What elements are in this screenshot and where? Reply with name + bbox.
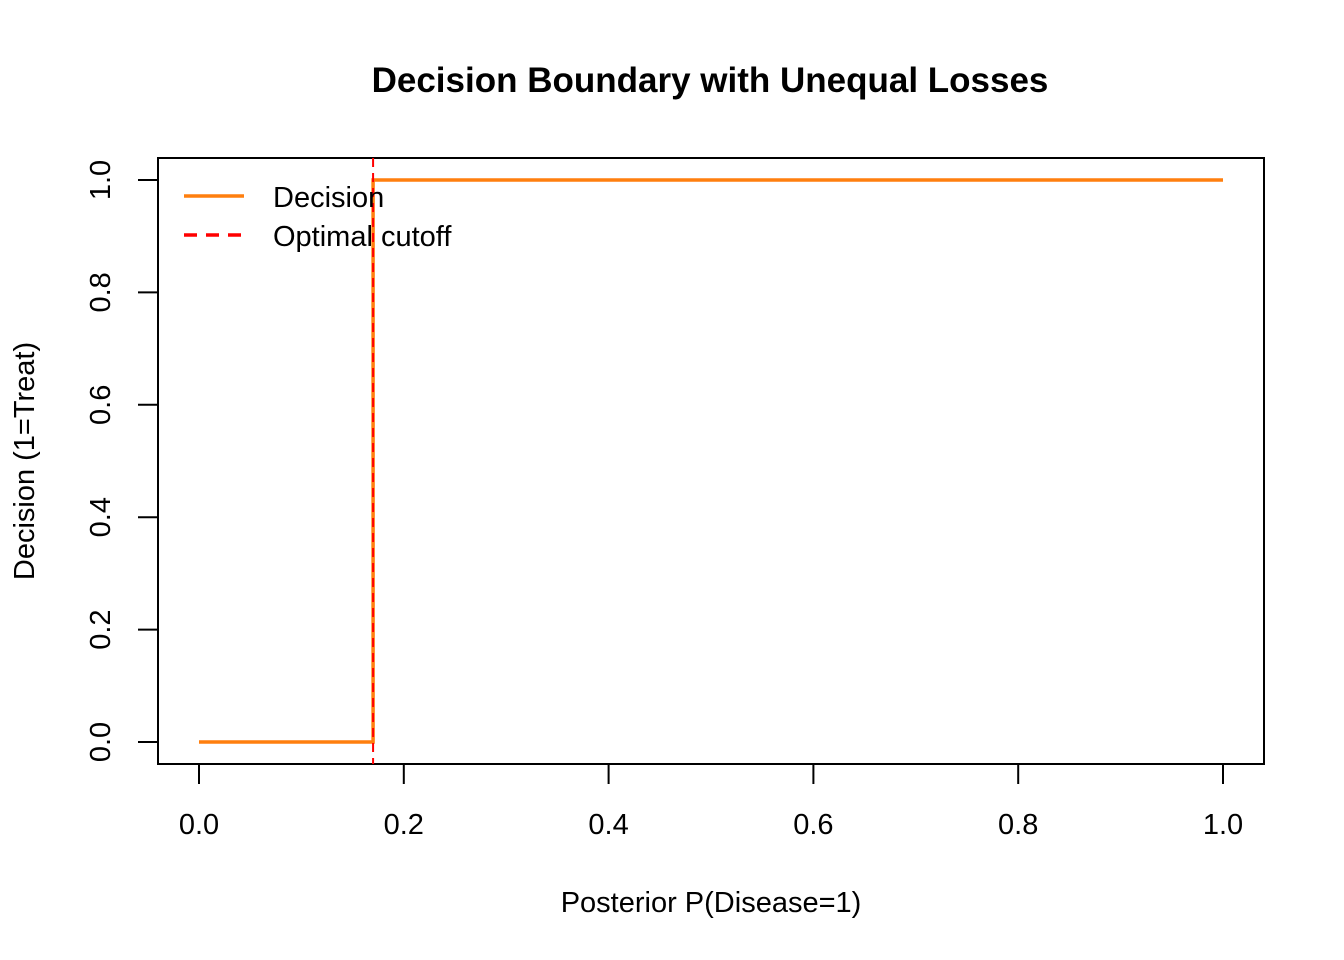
series-layer [199, 178, 1223, 744]
legend: Decision Optimal cutoff [184, 182, 452, 253]
x-tick-label: 0.6 [793, 809, 833, 841]
x-tick-label: 1.0 [1203, 809, 1243, 841]
x-axis-label: Posterior P(Disease=1) [561, 887, 862, 919]
x-tick-label: 0.8 [998, 809, 1038, 841]
series-line-decision [199, 178, 1223, 744]
y-tick-label: 0.8 [85, 272, 117, 312]
y-tick-label: 0.2 [85, 609, 117, 649]
y-tick-label: 1.0 [85, 160, 117, 200]
x-tick-label: 0.4 [588, 809, 628, 841]
legend-label-decision: Decision [273, 182, 384, 214]
x-axis: 0.0 0.2 0.4 0.6 0.8 1.0 [179, 763, 1243, 841]
chart-title: Decision Boundary with Unequal Losses [372, 61, 1049, 100]
legend-label-optimal-cutoff: Optimal cutoff [273, 221, 452, 253]
y-axis: 0.0 0.2 0.4 0.6 0.8 1.0 [85, 160, 159, 762]
y-tick-label: 0.6 [85, 385, 117, 425]
y-axis-label: Decision (1=Treat) [9, 342, 41, 580]
y-tick-label: 0.4 [85, 497, 117, 537]
y-tick-label: 0.0 [85, 722, 117, 762]
x-tick-label: 0.0 [179, 809, 219, 841]
x-tick-label: 0.2 [384, 809, 424, 841]
